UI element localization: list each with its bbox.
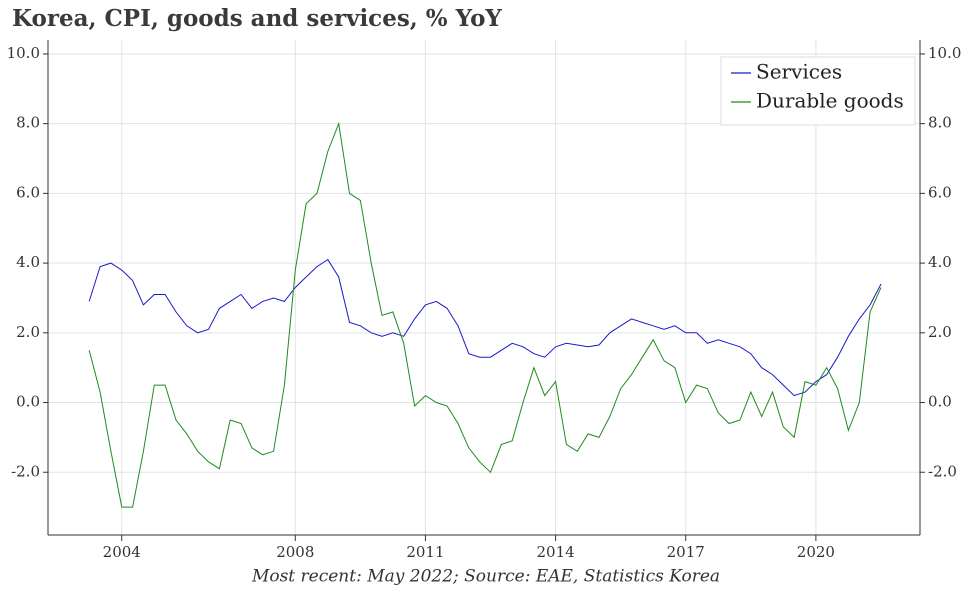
x-tick-label: 2017	[667, 543, 705, 561]
x-tick-label: 2020	[797, 543, 835, 561]
y2-tick-label: 6.0	[928, 183, 952, 201]
y2-tick-label: 10.0	[928, 44, 961, 62]
legend-label: Durable goods	[756, 89, 904, 113]
y-tick-label: 6.0	[16, 183, 40, 201]
legend-label: Services	[756, 60, 842, 84]
y2-tick-label: 0.0	[928, 393, 952, 411]
y-tick-label: -2.0	[11, 462, 40, 480]
y-tick-label: 4.0	[16, 253, 40, 271]
x-tick-label: 2004	[103, 543, 141, 561]
footnote: Most recent: May 2022; Source: EAE, Stat…	[251, 567, 720, 587]
y2-tick-label: 8.0	[928, 114, 952, 132]
chart-title: Korea, CPI, goods and services, % YoY	[12, 5, 502, 32]
series-line	[88, 258, 882, 397]
series-line	[88, 121, 882, 508]
y2-tick-label: -2.0	[928, 462, 957, 480]
y-tick-label: 10.0	[7, 44, 40, 62]
y-tick-label: 8.0	[16, 114, 40, 132]
y-tick-label: 2.0	[16, 323, 40, 341]
x-tick-label: 2008	[276, 543, 314, 561]
legend-box	[720, 56, 916, 126]
y2-tick-label: 2.0	[928, 323, 952, 341]
y2-tick-label: 4.0	[928, 253, 952, 271]
x-tick-label: 2014	[536, 543, 574, 561]
x-tick-label: 2011	[406, 543, 444, 561]
y-tick-label: 0.0	[16, 393, 40, 411]
